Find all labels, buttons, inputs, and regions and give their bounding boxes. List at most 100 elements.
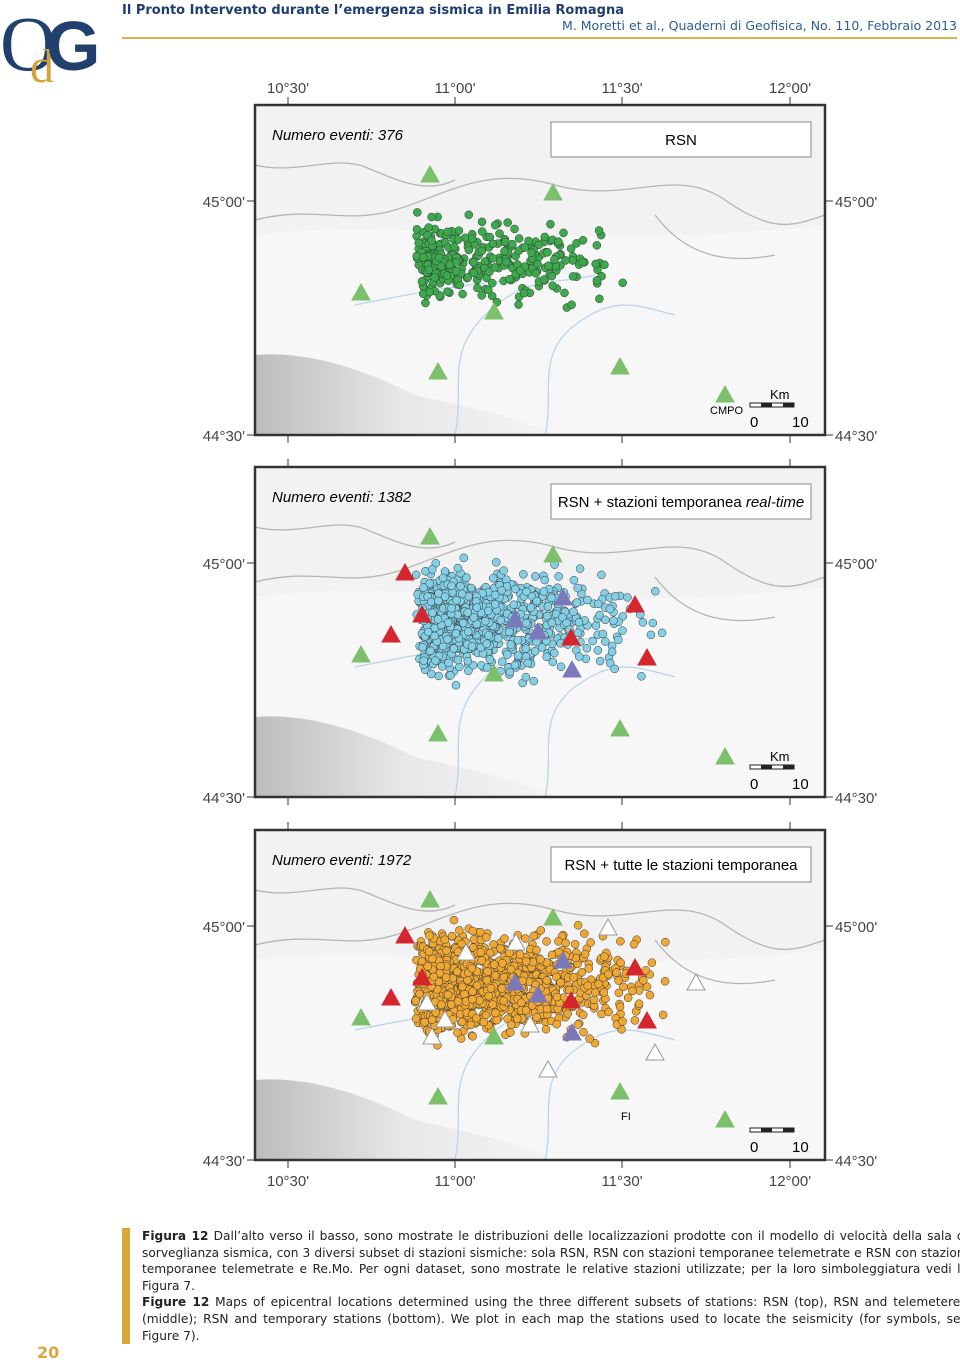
epicenter: [628, 986, 637, 996]
epicenter: [527, 248, 536, 257]
epicenter: [599, 988, 609, 997]
mountains: [255, 716, 555, 797]
caption-label: Figure 12: [142, 1295, 210, 1310]
station: [686, 972, 706, 991]
epicenter: [423, 962, 432, 971]
epicenter: [482, 663, 492, 672]
epicenter: [532, 1013, 541, 1022]
epicenter: [614, 635, 623, 645]
epicenter: [552, 992, 562, 1002]
epicenter: [492, 1015, 502, 1025]
epicenter: [554, 572, 563, 581]
scale-bar: [761, 765, 772, 769]
scale-tick: 0: [750, 1139, 758, 1156]
epicenter: [508, 239, 517, 249]
epicenter: [430, 631, 439, 641]
epicenter: [444, 658, 453, 668]
epicenter: [464, 210, 474, 220]
epicenter: [591, 621, 601, 630]
epicenter: [427, 212, 436, 222]
epicenter: [460, 990, 469, 999]
epicenter: [524, 236, 533, 246]
epicenter: [453, 655, 463, 665]
epicenter: [547, 618, 557, 627]
scale-tick: 10: [792, 776, 809, 793]
epicenter: [529, 931, 539, 941]
epicenter: [481, 933, 491, 942]
epicenter: [542, 976, 552, 985]
station: [610, 1081, 630, 1100]
epicenter: [452, 596, 461, 605]
epicenter: [614, 976, 623, 985]
epicenter: [490, 220, 500, 230]
boundary: [654, 214, 776, 260]
station: [351, 282, 371, 301]
epicenter: [488, 574, 498, 583]
epicenter: [601, 637, 610, 646]
epicenter: [427, 669, 436, 679]
epicenter: [609, 616, 618, 625]
epicenter: [434, 596, 443, 606]
caption-english: Figure 12 Maps of epicentral locations d…: [142, 1294, 960, 1344]
lat-label: 44°30': [203, 428, 245, 445]
scale-bar: [761, 403, 772, 407]
epicenter: [605, 658, 615, 668]
epicenter: [540, 275, 549, 284]
epicenter: [469, 613, 478, 622]
station: [610, 718, 630, 737]
event-count: Numero eventi: 1972: [272, 852, 412, 869]
epicenter: [548, 281, 557, 291]
epicenter: [597, 1009, 606, 1019]
station: [412, 967, 432, 986]
epicenter: [648, 618, 658, 628]
map-panel: Numero eventi: 1382 RSN + stazioni tempor…: [203, 459, 877, 807]
epicenter: [482, 639, 491, 649]
epicenter: [514, 234, 524, 243]
station: [543, 907, 563, 926]
epicenter: [566, 244, 576, 253]
boundary: [254, 524, 456, 549]
boundary: [254, 887, 456, 912]
epicenter: [477, 956, 486, 965]
epicenter: [425, 931, 434, 940]
epicenter: [441, 973, 451, 982]
epicenter: [479, 1017, 489, 1027]
epicenter: [614, 988, 624, 998]
station: [381, 987, 401, 1006]
epicenter: [469, 257, 478, 267]
epicenter: [491, 971, 500, 980]
epicenter: [459, 553, 469, 563]
epicenter: [442, 946, 451, 955]
station-label: CMPO: [710, 405, 743, 417]
epicenter: [505, 627, 514, 637]
epicenter: [490, 599, 500, 609]
epicenter: [455, 280, 465, 290]
boundary: [654, 939, 776, 985]
station: [538, 1059, 558, 1078]
epicenter: [658, 1010, 668, 1020]
epicenter: [424, 947, 434, 956]
dataset-box: [550, 121, 812, 158]
epicenter: [424, 223, 433, 232]
epicenter: [438, 573, 448, 583]
epicenter: [473, 283, 482, 293]
boundary: [254, 539, 826, 588]
epicenter: [657, 628, 667, 638]
epicenter: [556, 662, 566, 671]
epicenter: [584, 964, 593, 973]
epicenter: [477, 246, 487, 256]
epicenter: [435, 968, 445, 978]
page-number: 20: [37, 1343, 60, 1362]
station: [598, 917, 618, 936]
epicenter: [573, 583, 583, 593]
epicenter: [520, 243, 530, 252]
epicenter: [500, 247, 509, 256]
epicenter: [515, 266, 525, 275]
epicenter: [589, 995, 599, 1005]
epicenter: [577, 968, 587, 977]
epicenter: [542, 1004, 552, 1014]
epicenter: [434, 253, 444, 262]
epicenter: [453, 1028, 462, 1037]
epicenter: [522, 587, 531, 597]
epicenter: [451, 629, 461, 638]
